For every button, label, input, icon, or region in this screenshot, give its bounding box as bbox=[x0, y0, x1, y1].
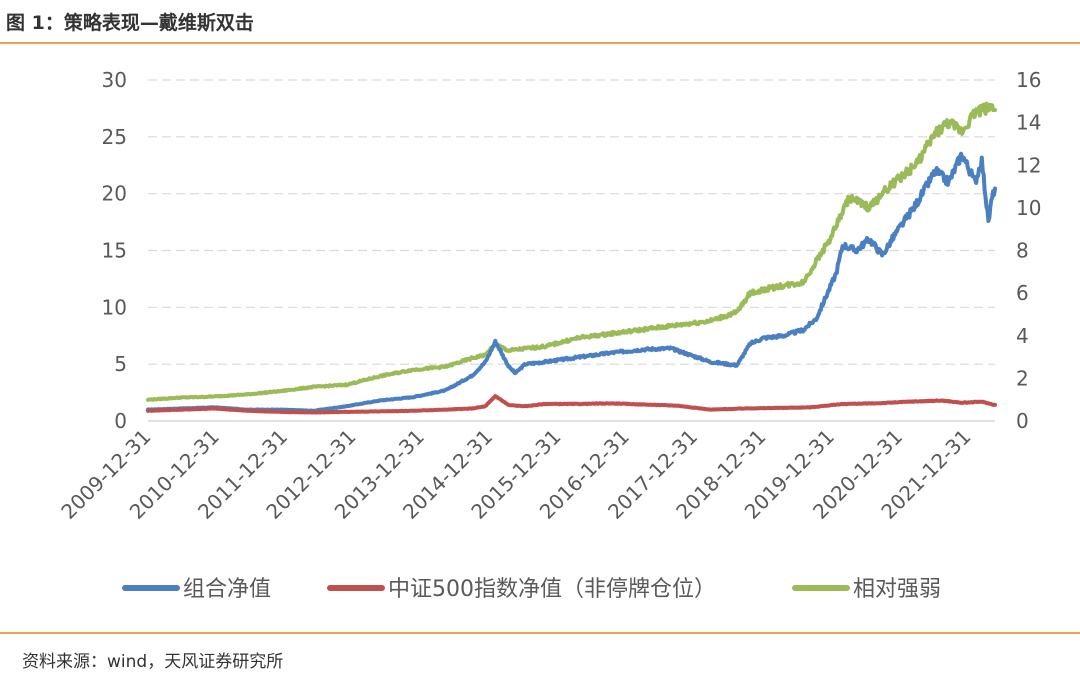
y-right-tick-label: 8 bbox=[1016, 239, 1029, 263]
y-right-tick-label: 2 bbox=[1016, 366, 1029, 390]
y-right-tick-label: 4 bbox=[1016, 324, 1029, 348]
y-left-tick-label: 0 bbox=[114, 409, 127, 433]
y-left-tick-label: 10 bbox=[102, 295, 127, 319]
y-right-tick-label: 6 bbox=[1016, 281, 1029, 305]
y-right-tick-label: 16 bbox=[1016, 68, 1041, 92]
legend-label: 相对强弱 bbox=[853, 577, 941, 602]
line-chart: 05101520253002468101214162009-12-312010-… bbox=[56, 68, 1041, 602]
series-line bbox=[146, 101, 997, 402]
source-note: 资料来源：wind，天风证券研究所 bbox=[22, 652, 284, 672]
series-line bbox=[146, 151, 997, 413]
bottom-divider bbox=[0, 632, 1080, 634]
legend-label: 中证500指数净值（非停牌仓位） bbox=[388, 577, 716, 602]
top-divider bbox=[0, 42, 1080, 44]
y-right-tick-label: 10 bbox=[1016, 196, 1041, 220]
legend-label: 组合净值 bbox=[183, 577, 271, 602]
y-right-tick-label: 14 bbox=[1016, 111, 1041, 135]
y-left-tick-label: 25 bbox=[102, 125, 127, 149]
y-right-tick-label: 0 bbox=[1016, 409, 1029, 433]
y-left-tick-label: 30 bbox=[102, 68, 127, 92]
y-right-tick-label: 12 bbox=[1016, 153, 1041, 177]
chart-title: 图 1：策略表现—戴维斯双击 bbox=[6, 12, 254, 34]
y-left-tick-label: 15 bbox=[102, 239, 127, 263]
y-left-tick-label: 5 bbox=[114, 352, 127, 376]
y-left-tick-label: 20 bbox=[102, 182, 127, 206]
series-line bbox=[146, 394, 997, 415]
